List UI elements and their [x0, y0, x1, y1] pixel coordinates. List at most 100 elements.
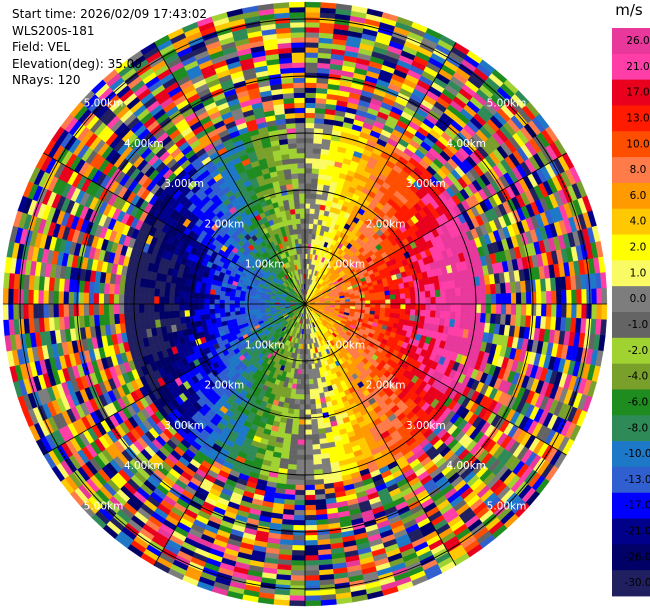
velocity-cell [490, 283, 497, 295]
velocity-cell [480, 303, 487, 314]
velocity-cell [299, 409, 306, 415]
velocity-cell [304, 509, 317, 516]
velocity-cell [459, 286, 467, 297]
velocity-cell [299, 404, 306, 410]
velocity-cell [354, 298, 361, 302]
velocity-cell [304, 354, 309, 360]
velocity-cell [291, 560, 306, 566]
velocity-cell [531, 291, 537, 305]
velocity-cell [561, 303, 567, 318]
velocity-cell [404, 292, 411, 299]
velocity-cell [297, 429, 306, 436]
velocity-cell [384, 308, 391, 314]
velocity-cell [304, 524, 318, 531]
velocity-cell [304, 535, 318, 541]
velocity-cell [304, 359, 309, 365]
velocity-cell [536, 303, 542, 317]
velocity-cell [505, 303, 512, 315]
velocity-cell [284, 494, 296, 501]
velocity-cell [311, 168, 320, 175]
velocity-cell [304, 137, 314, 144]
velocity-cell [308, 223, 314, 230]
velocity-cell [304, 87, 317, 94]
velocity-cell [460, 295, 467, 305]
velocity-cell [286, 413, 294, 420]
velocity-cell [360, 303, 366, 308]
velocity-cell [374, 291, 381, 297]
velocity-cell [304, 167, 313, 174]
velocity-cell [316, 188, 324, 195]
velocity-cell [505, 293, 512, 305]
velocity-cell [495, 313, 502, 325]
velocity-cell [369, 292, 376, 298]
velocity-cell [300, 374, 306, 380]
velocity-cell [293, 509, 306, 516]
velocity-cell [314, 112, 326, 119]
velocity-cell [425, 303, 432, 311]
velocity-cell [404, 309, 411, 316]
velocity-cell [304, 444, 313, 451]
velocity-cell [292, 413, 300, 420]
velocity-cell [586, 288, 593, 305]
velocity-cell [304, 37, 320, 43]
velocity-cell [295, 479, 306, 486]
velocity-cell [586, 303, 593, 320]
velocity-cell [409, 286, 416, 294]
velocity-cell [304, 565, 320, 571]
velocity-cell [314, 489, 326, 496]
velocity-cell [304, 379, 310, 385]
velocity-cell [480, 294, 487, 305]
velocity-cell [485, 313, 492, 324]
velocity-cell [576, 289, 583, 305]
velocity-cell [410, 298, 416, 305]
velocity-cell [304, 560, 319, 566]
velocity-cell [380, 299, 386, 305]
velocity-cell [600, 272, 607, 289]
velocity-cell [415, 303, 421, 311]
velocity-cell [309, 208, 316, 215]
velocity-cell [304, 32, 320, 38]
velocity-cell [304, 434, 313, 441]
velocity-cell [385, 303, 391, 309]
velocity-cell [304, 52, 319, 58]
velocity-cell [374, 295, 381, 301]
velocity-cell [556, 290, 562, 305]
velocity-cell [299, 394, 306, 400]
velocity-cell [294, 494, 306, 501]
velocity-cell [300, 379, 306, 385]
velocity-cell [304, 540, 318, 546]
velocity-cell [297, 444, 306, 451]
velocity-cell [304, 474, 315, 481]
velocity-cell [495, 283, 502, 295]
velocity-cell [312, 453, 322, 461]
velocity-cell [304, 404, 311, 410]
velocity-cell [304, 479, 315, 486]
velocity-cell [289, 600, 306, 607]
velocity-cell [561, 290, 567, 305]
velocity-cell [308, 378, 314, 385]
velocity-cell [385, 299, 391, 305]
velocity-cell [304, 364, 309, 370]
velocity-cell [304, 389, 310, 395]
velocity-cell [304, 384, 310, 390]
velocity-cell [310, 183, 318, 190]
velocity-cell [304, 369, 309, 375]
velocity-cell [311, 438, 320, 445]
velocity-cell [304, 112, 316, 119]
velocity-cell [515, 292, 522, 305]
velocity-cell [464, 312, 472, 322]
velocity-cell [299, 399, 306, 405]
velocity-cell [425, 297, 432, 305]
velocity-cell [520, 292, 527, 305]
velocity-cell [420, 297, 426, 305]
velocity-cell [304, 188, 312, 194]
velocity-cell [291, 428, 299, 435]
velocity-cell [304, 1, 321, 8]
velocity-cell [360, 300, 366, 305]
velocity-cell [379, 307, 386, 313]
velocity-cell [566, 303, 572, 319]
velocity-cell [400, 298, 406, 305]
velocity-cell [455, 295, 462, 305]
velocity-cell [296, 454, 306, 461]
velocity-cell [424, 290, 431, 298]
